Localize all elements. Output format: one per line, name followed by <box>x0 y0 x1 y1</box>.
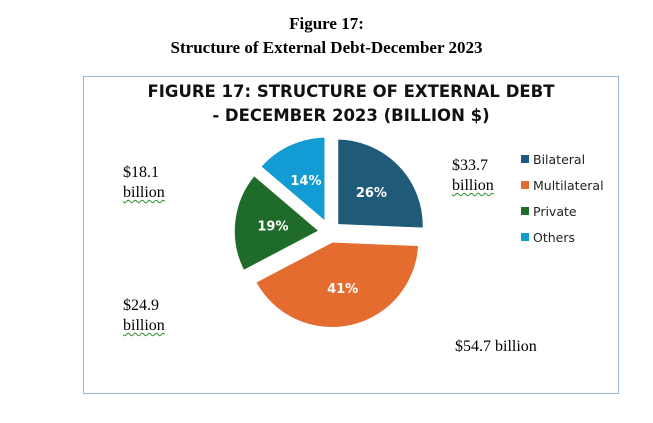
annotation-bilateral-unit: billion <box>452 177 494 194</box>
legend-label-private: Private <box>533 203 577 219</box>
legend-label-multilateral: Multilateral <box>533 177 604 193</box>
legend-swatch-others <box>521 233 529 241</box>
chart-legend: Bilateral Multilateral Private Others <box>521 146 604 250</box>
legend-item-multilateral: Multilateral <box>521 172 604 198</box>
legend-item-others: Others <box>521 224 604 250</box>
pie-slice-bilateral <box>334 136 427 232</box>
annotation-bilateral-amount: $33.7 <box>452 157 488 174</box>
pie-slice-label-multilateral: 41% <box>327 282 358 297</box>
pie-slice-label-bilateral: 26% <box>356 186 387 201</box>
annotation-others-unit: billion <box>123 184 165 201</box>
annotation-multilateral: $54.7 billion <box>455 337 537 357</box>
annotation-others-amount: $18.1 <box>123 164 159 181</box>
annotation-others: $18.1 billion <box>123 163 165 203</box>
annotation-multilateral-amount: $54.7 billion <box>455 338 537 355</box>
pie-slice-private <box>231 172 323 274</box>
annotation-bilateral: $33.7 billion <box>452 156 494 196</box>
pie-slice-label-others: 14% <box>290 174 321 189</box>
annotation-private-unit: billion <box>123 317 165 334</box>
chart-title-line-2: - DECEMBER 2023 (BILLION $) <box>212 106 490 125</box>
legend-swatch-private <box>521 207 529 215</box>
legend-label-others: Others <box>533 229 576 245</box>
pie-slice-multilateral <box>252 239 422 331</box>
legend-label-bilateral: Bilateral <box>533 151 586 167</box>
annotation-private: $24.9 billion <box>123 296 165 336</box>
legend-swatch-bilateral <box>521 155 529 163</box>
legend-swatch-multilateral <box>521 181 529 189</box>
legend-item-bilateral: Bilateral <box>521 146 604 172</box>
annotation-private-amount: $24.9 <box>123 297 159 314</box>
chart-title-line-1: FIGURE 17: STRUCTURE OF EXTERNAL DEBT <box>147 82 555 101</box>
figure-number: Figure 17: <box>289 14 364 33</box>
legend-item-private: Private <box>521 198 604 224</box>
pie-slice-label-private: 19% <box>257 220 288 235</box>
pie-slice-others <box>257 134 328 226</box>
figure-caption: Structure of External Debt-December 2023 <box>170 38 483 57</box>
chart-frame <box>83 76 619 394</box>
